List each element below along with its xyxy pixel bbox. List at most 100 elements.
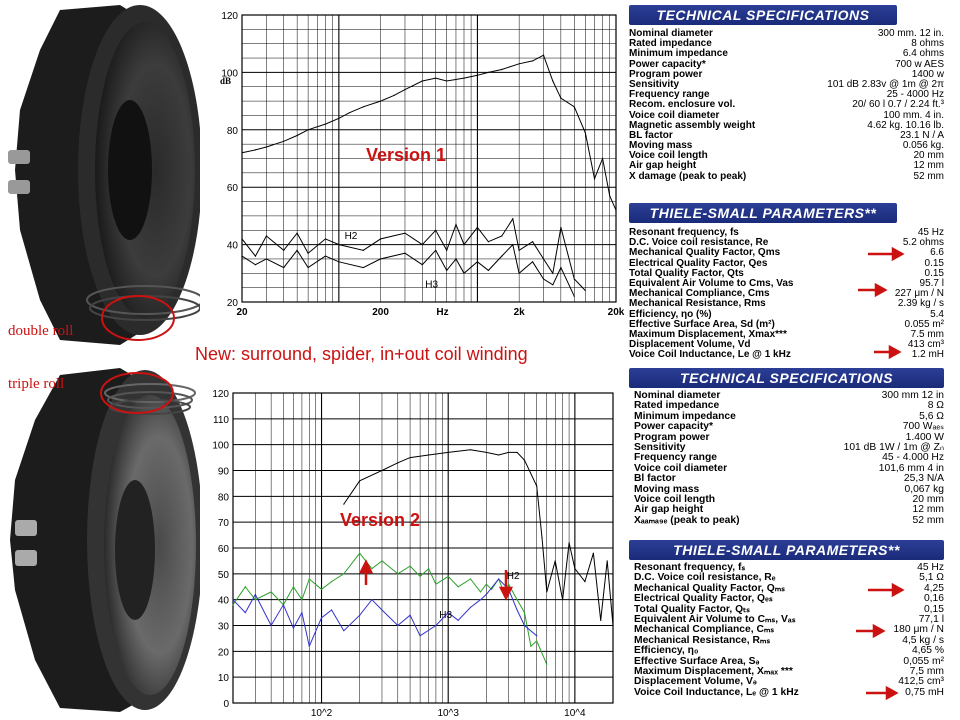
- spec-row: Maximum Displacement, Xmax*** 7.5 mm: [629, 328, 944, 340]
- spec-row: Voice coil diameter 101,6 mm 4 in: [634, 463, 944, 474]
- data-point: [518, 249, 520, 251]
- spec-row: Voice Coil Inductance, Lₑ @ 1 kHz 0,75 mH: [634, 687, 944, 698]
- spec-value: 4.62 kg. 10.16 lb.: [867, 119, 944, 131]
- spec-value: 700 w AES: [895, 58, 944, 70]
- data-point: [455, 258, 457, 260]
- data-point: [282, 604, 285, 606]
- data-point: [592, 552, 594, 554]
- y-tick-label: 20: [218, 647, 230, 658]
- spec-label: Rated impedance: [634, 400, 720, 412]
- spec-label: Air gap height: [629, 160, 697, 172]
- spec-label: Voice Coil Inductance, Le @ 1 kHz: [629, 349, 791, 361]
- spec-value: 25 - 4000 Hz: [886, 89, 944, 101]
- data-point: [404, 232, 406, 234]
- data-point: [593, 177, 596, 180]
- y-tick-label: 40: [218, 596, 230, 607]
- double-roll-label: double roll: [8, 323, 74, 339]
- data-point: [446, 249, 448, 251]
- spec-value: 4,65 %: [911, 645, 944, 657]
- spec-row: Equivalent Air Volume to Cₘₛ, Vₐₛ 77,1 l: [634, 613, 944, 625]
- spec-label: Maximum Displacement, Xmax***: [629, 328, 787, 340]
- y-axis-label: dB: [220, 76, 231, 86]
- spec-row: Power capacity* 700 Wₐₑₛ: [634, 421, 944, 433]
- spec-value: 300 mm 12 in: [881, 390, 944, 401]
- data-point: [560, 226, 562, 228]
- data-point: [568, 542, 570, 544]
- data-point: [330, 609, 333, 611]
- speaker-photo-version1: [0, 0, 200, 355]
- data-point: [600, 619, 602, 621]
- spec-value: 12 mm: [913, 160, 944, 172]
- spec-label: Voice coil length: [629, 150, 708, 162]
- data-point: [343, 573, 345, 575]
- spec-row: Resonant frequency, fs 45 Hz: [629, 228, 944, 238]
- ts-params-1-title: THIELE-SMALL PARAMETERS**: [629, 203, 897, 223]
- spec-value: 6.4 ohms: [902, 48, 944, 60]
- data-point: [518, 63, 520, 65]
- data-point: [419, 575, 421, 578]
- spec-row: Frequency range 45 - 4.000 Hz: [634, 452, 944, 463]
- data-point: [320, 588, 323, 590]
- data-point: [379, 258, 382, 260]
- spec-label: Equivalent Air Volume to Cms, Vas: [629, 277, 794, 289]
- tech-specs-2-title: TECHNICAL SPECIFICATIONS: [629, 368, 944, 388]
- spec-label: Resonant frequency, fs: [629, 227, 739, 238]
- spec-value: 1.2 mH: [911, 349, 944, 361]
- terminal-icon: [8, 150, 30, 164]
- series-label-h2: H2: [345, 231, 358, 242]
- x-tick-label: 2k: [514, 307, 526, 318]
- data-point: [490, 588, 493, 590]
- data-point: [508, 451, 510, 454]
- y-tick-label: 30: [218, 622, 230, 633]
- data-point: [359, 614, 361, 616]
- data-point: [487, 269, 490, 272]
- data-point: [381, 469, 383, 472]
- data-point: [615, 209, 617, 211]
- spec-value: 45 Hz: [917, 227, 944, 238]
- data-point: [463, 272, 465, 274]
- spec-value: 0,067 kg: [904, 483, 944, 495]
- data-point: [573, 295, 575, 297]
- spec-value: 95.7 l: [919, 277, 944, 289]
- data-point: [479, 591, 482, 593]
- tech-specs-2-table: Nominal diameter 300 mm 12 in Rated impeda…: [634, 390, 944, 526]
- data-point: [307, 129, 309, 131]
- y-tick-label: 120: [212, 389, 229, 400]
- data-point: [320, 617, 323, 619]
- spec-row: Electrical Quality Factor, Qₑₛ 0,16: [634, 593, 944, 604]
- y-tick-label: 100: [212, 441, 229, 452]
- spec-row: Bl factor 25,3 N/A: [634, 473, 944, 484]
- data-point: [476, 74, 479, 76]
- data-point: [552, 284, 554, 286]
- spec-value: 77,1 l: [918, 613, 944, 625]
- spec-value: 700 Wₐₑₛ: [902, 421, 944, 433]
- data-point: [584, 132, 586, 134]
- spec-value: 0,055 m²: [903, 655, 944, 667]
- data-point: [404, 89, 406, 91]
- spec-label: Efficiency, η₀: [634, 645, 699, 657]
- data-point: [546, 663, 548, 665]
- spec-row: Voice Coil Inductance, Le @ 1 kHz 1.2 mH: [629, 350, 944, 360]
- spec-label: Efficiency, ηo (%): [629, 308, 712, 320]
- spec-label: D.C. Voice coil resistance, Rₑ: [634, 572, 776, 584]
- data-point: [307, 266, 309, 269]
- spec-value: 5,1 Ω: [919, 572, 944, 584]
- spec-row: Total Quality Factor, Qts 0.15: [629, 268, 944, 279]
- spec-row: Effective Surface Area, Sd (m²) 0.055 m²: [629, 319, 944, 330]
- data-point: [409, 456, 411, 459]
- spec-row: Nominal diameter 300 mm 12 in: [634, 390, 944, 401]
- spec-value: 20/ 60 l 0.7 / 2.24 ft.³: [852, 99, 944, 111]
- data-point: [338, 244, 340, 246]
- data-point: [270, 591, 272, 593]
- spec-label: Nominal diameter: [629, 28, 713, 39]
- spec-label: X damage (peak to peak): [629, 170, 747, 182]
- spec-row: Displacement Volume, Vd 413 cm³: [629, 340, 944, 350]
- spec-value: 20 mm: [913, 150, 944, 162]
- data-point: [421, 264, 423, 266]
- data-point: [381, 609, 383, 611]
- spec-row: Sensitivity 101 dB 2.83v @ 1m @ 2π: [629, 79, 944, 90]
- y-tick-label: 60: [227, 183, 239, 194]
- spec-label: Program power: [634, 431, 710, 443]
- data-point: [574, 568, 576, 570]
